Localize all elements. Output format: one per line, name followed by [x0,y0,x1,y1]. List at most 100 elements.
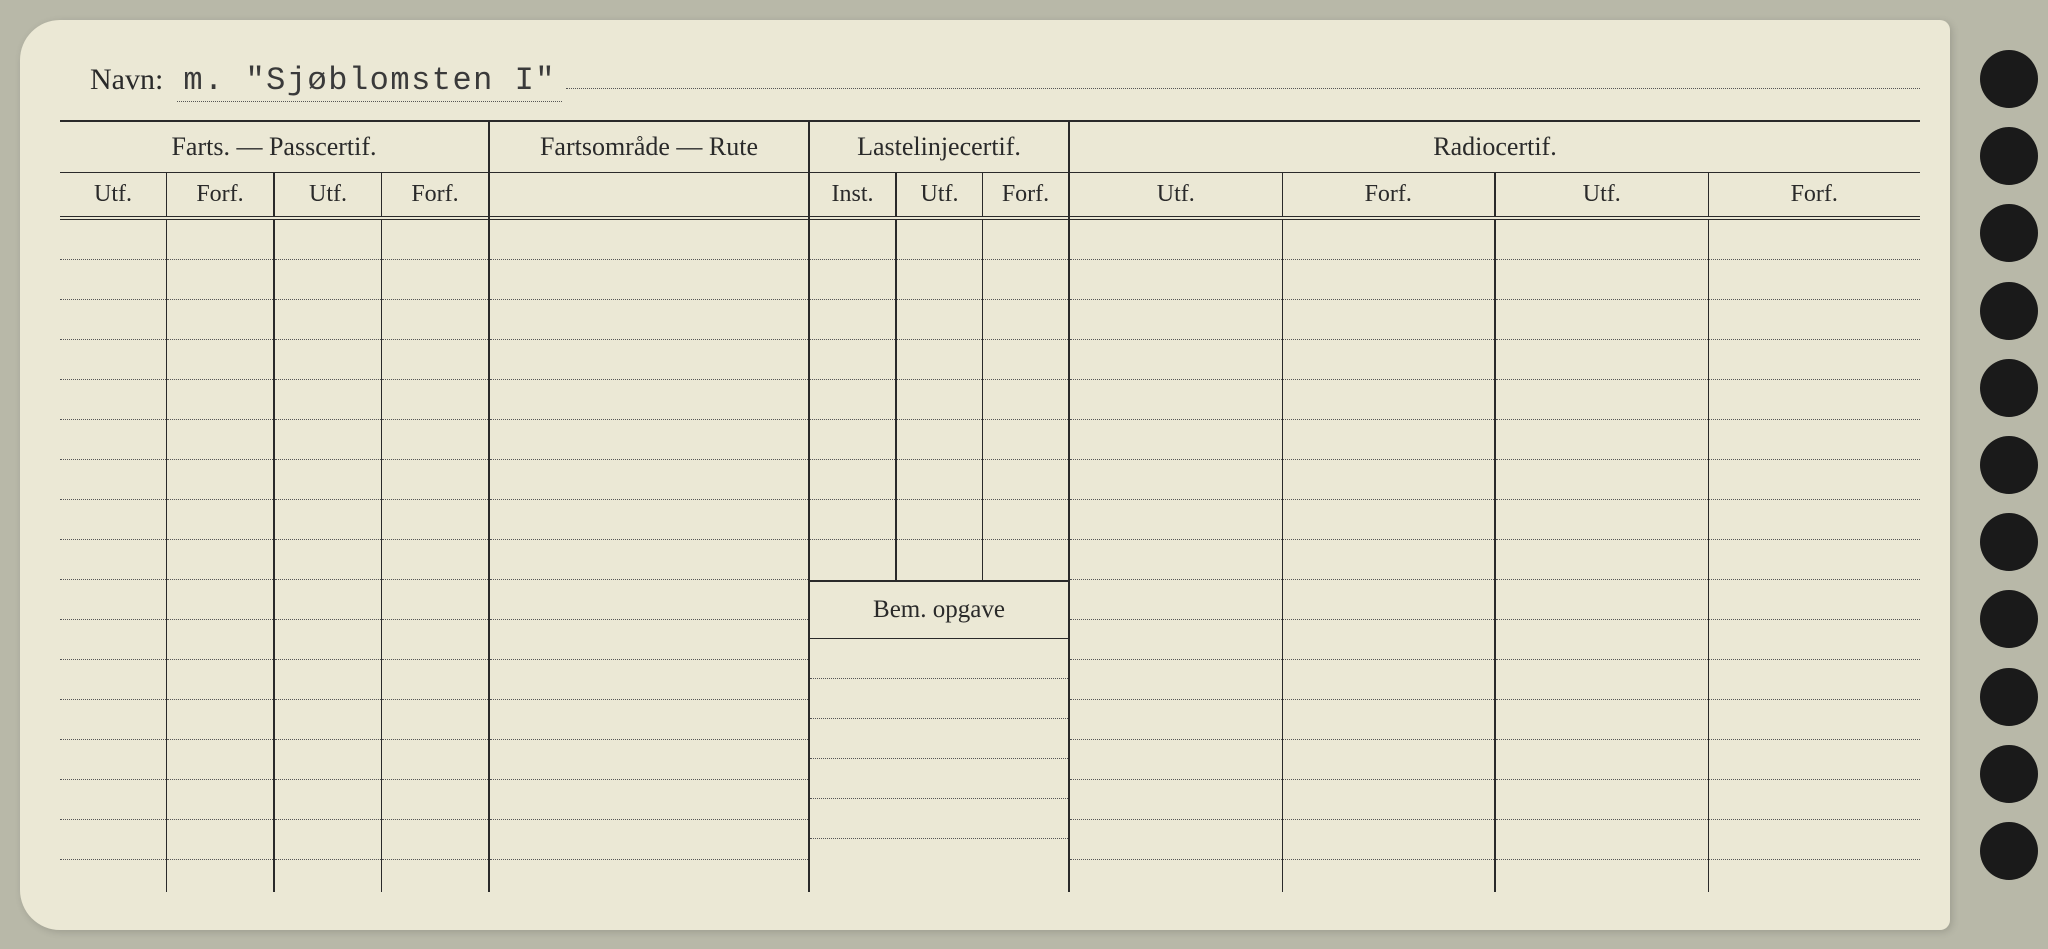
table-row [1283,260,1495,300]
radio-col-1 [1070,220,1283,892]
table-row [897,300,982,340]
table-row [382,780,488,820]
table-row [1496,780,1708,820]
index-card: Navn: m. "Sjøblomsten I" Farts. — Passce… [20,20,1950,930]
table-row [490,500,808,540]
punch-hole [1980,668,2038,726]
punch-hole [1980,359,2038,417]
punch-hole [1980,513,2038,571]
radio-sub-utf-2: Utf. [1496,173,1709,216]
table-row [1709,820,1921,860]
table-row [490,460,808,500]
table-row [1283,420,1495,460]
table-row [810,340,895,380]
table-row [1496,420,1708,460]
table-row [1496,380,1708,420]
table-row [1283,580,1495,620]
table-row [810,540,895,580]
radio-sub-utf-1: Utf. [1070,173,1283,216]
table-row [382,340,488,380]
table-row [167,380,273,420]
table-row [167,300,273,340]
table-row [167,620,273,660]
table-row [983,540,1068,580]
table-row [275,700,381,740]
table-row [1283,220,1495,260]
table-row [1496,460,1708,500]
table-row [490,780,808,820]
table-row [1070,620,1282,660]
table-row [382,580,488,620]
table-row [1070,660,1282,700]
table-row [1070,260,1282,300]
table-row [810,380,895,420]
table-row [1070,540,1282,580]
table-row [382,820,488,860]
table-row [275,260,381,300]
table-row [810,759,1068,799]
radio-sub-forf-1: Forf. [1283,173,1497,216]
table-row [60,460,166,500]
section-rute: Fartsområde — Rute [490,122,810,892]
table-row [1283,700,1495,740]
punch-hole [1980,127,2038,185]
table-row [60,780,166,820]
section-farts: Farts. — Passcertif. Utf. Forf. Utf. For… [60,122,490,892]
table-row [167,220,273,260]
table-row [275,340,381,380]
table-row [490,620,808,660]
table-row [1496,260,1708,300]
farts-col-3 [275,220,382,892]
table-row [60,380,166,420]
table-row [1070,340,1282,380]
table-row [275,460,381,500]
table-row [810,460,895,500]
table-row [60,540,166,580]
table-row [1496,540,1708,580]
table-row [167,540,273,580]
table-row [1709,780,1921,820]
table-row [167,660,273,700]
table-row [490,540,808,580]
table-row [1709,300,1921,340]
table-row [1496,580,1708,620]
table-row [382,620,488,660]
table-row [382,500,488,540]
table-row [1070,580,1282,620]
table-row [810,799,1068,839]
table-row [60,340,166,380]
farts-col-4 [382,220,488,892]
laste-col-inst [810,220,897,580]
table-row [1070,220,1282,260]
table-row [167,820,273,860]
table-row [167,700,273,740]
table-row [490,580,808,620]
table-row [1070,380,1282,420]
table-row [490,660,808,700]
table-row [275,740,381,780]
punch-hole [1980,436,2038,494]
table-row [60,820,166,860]
table-row [1496,700,1708,740]
table-row [1070,820,1282,860]
table-row [897,500,982,540]
table-row [1070,780,1282,820]
radio-title: Radiocertif. [1070,122,1920,173]
table-row [1283,660,1495,700]
table-row [897,420,982,460]
table-row [275,540,381,580]
punch-hole [1980,590,2038,648]
table-row [275,780,381,820]
rute-title: Fartsområde — Rute [490,122,808,173]
table-row [167,260,273,300]
table-row [1709,220,1921,260]
laste-col-forf [983,220,1068,580]
table-row [60,620,166,660]
table-row [490,340,808,380]
table-row [275,300,381,340]
punch-hole [1980,204,2038,262]
table-row [1709,500,1921,540]
laste-sub-forf: Forf. [983,173,1068,216]
table-row [983,340,1068,380]
section-laste: Lastelinjecertif. Inst. Utf. Forf. Bem. … [810,122,1070,892]
